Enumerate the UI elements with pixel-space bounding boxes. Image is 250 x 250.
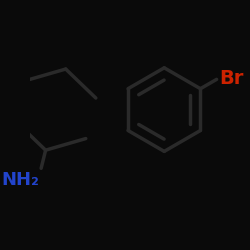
Text: Br: Br bbox=[219, 69, 243, 88]
Text: NH₂: NH₂ bbox=[1, 170, 39, 188]
